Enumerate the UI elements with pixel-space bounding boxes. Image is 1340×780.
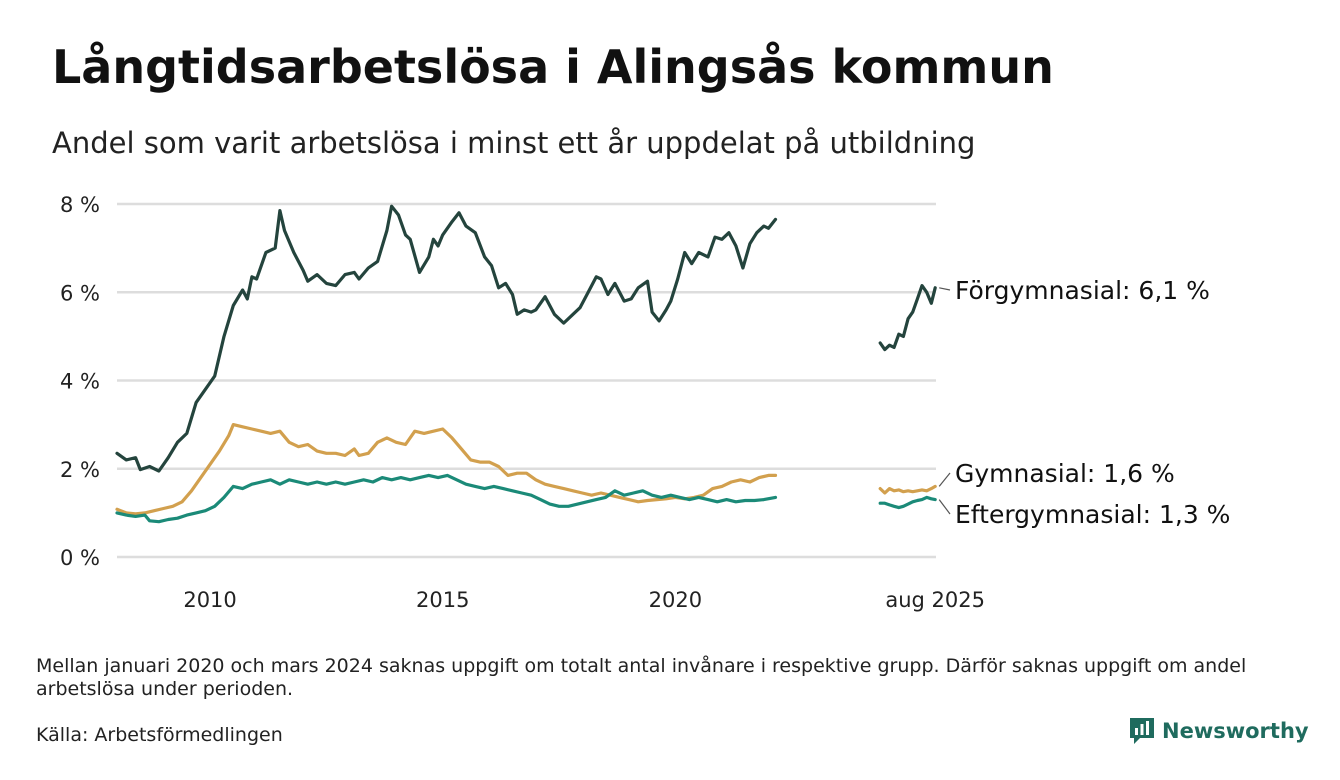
x-tick-label: 2015	[416, 588, 469, 612]
series-line-gymnasial-segment-1	[878, 484, 937, 495]
end-label-leader-eftergymnasial	[938, 499, 951, 515]
series-line-forgymnasial-segment-0	[115, 204, 778, 473]
end-label-forgymnasial: Förgymnasial: 6,1 %	[955, 276, 1210, 305]
source-text: Källa: Arbetsförmedlingen	[36, 724, 283, 746]
series-line-eftergymnasial-segment-0	[115, 473, 778, 524]
grid-lines	[117, 202, 936, 559]
chart-title: Långtidsarbetslösa i Alingsås kommun	[52, 40, 1054, 94]
y-tick-label: 6 %	[60, 281, 100, 305]
x-tick-label: 2020	[649, 588, 702, 612]
line-chart: 0 % 2 % 4 % 6 % 8 % 2010 2015 2020 aug 2025 För…	[60, 193, 1230, 612]
series-line-eftergymnasial-segment-1	[878, 495, 937, 510]
y-tick-label: 2 %	[60, 458, 100, 482]
chart-note: Mellan januari 2020 och mars 2024 saknas…	[36, 655, 1247, 700]
end-label-leader-gymnasial	[938, 472, 951, 487]
y-tick-label: 8 %	[60, 193, 100, 217]
newsworthy-logo: Newsworthy	[1128, 716, 1309, 746]
end-label-leader-forgymnasial	[939, 287, 951, 291]
x-axis: 2010 2015 2020 aug 2025	[183, 588, 985, 612]
x-tick-label: 2010	[183, 588, 236, 612]
y-tick-label: 4 %	[60, 370, 100, 394]
y-axis: 0 % 2 % 4 % 6 % 8 %	[60, 193, 100, 570]
y-tick-label: 0 %	[60, 546, 100, 570]
chart-subtitle: Andel som varit arbetslösa i minst ett å…	[52, 126, 976, 160]
series-line-gymnasial-segment-0	[115, 423, 778, 516]
series-lines	[115, 204, 937, 524]
x-tick-label: aug 2025	[885, 588, 985, 612]
end-label-eftergymnasial: Eftergymnasial: 1,3 %	[955, 500, 1230, 529]
end-labels: Förgymnasial: 6,1 % Gymnasial: 1,6 % Efter…	[938, 276, 1230, 529]
end-label-gymnasial: Gymnasial: 1,6 %	[955, 459, 1175, 488]
logo-text: Newsworthy	[1162, 719, 1309, 743]
logo-chart-icon	[1130, 718, 1154, 744]
series-line-forgymnasial-segment-1	[878, 284, 937, 352]
